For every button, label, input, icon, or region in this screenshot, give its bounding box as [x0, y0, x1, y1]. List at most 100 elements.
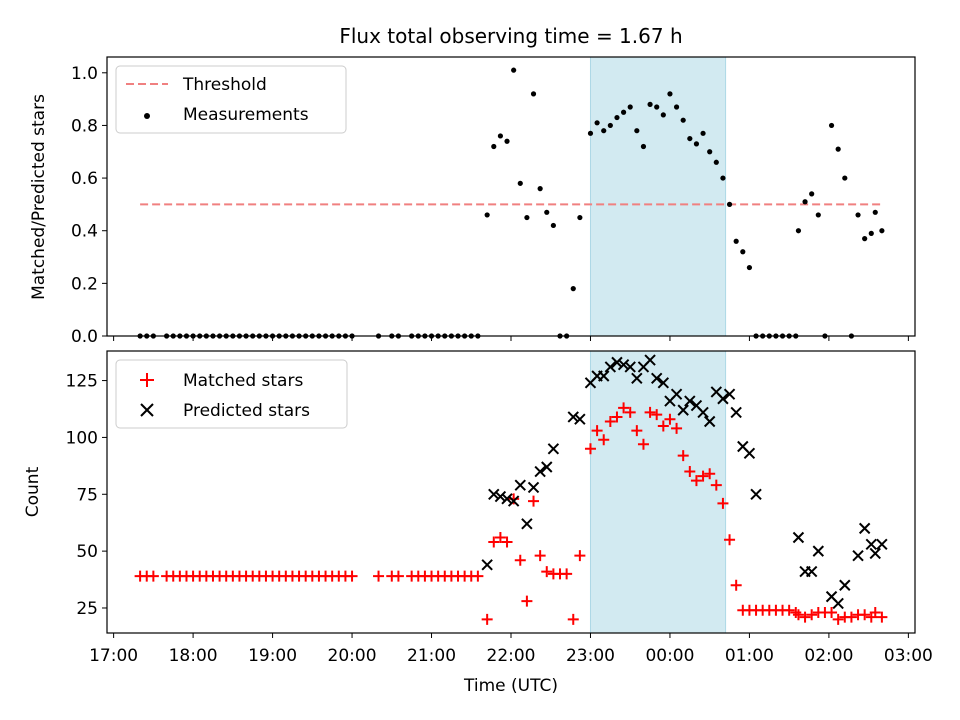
measurement-point: [570, 286, 576, 292]
top-y-axis-label: Matched/Predicted stars: [29, 94, 49, 300]
matched-stars-point: [567, 613, 579, 625]
matched-stars-point: [373, 570, 385, 582]
predicted-stars-point: [617, 358, 630, 371]
matched-stars-point: [832, 613, 844, 625]
predicted-stars-point: [717, 393, 729, 405]
matched-stars-point: [671, 422, 683, 434]
predicted-stars-point: [723, 388, 736, 400]
bottom-y-axis: 25 50 75 100 125: [66, 372, 107, 619]
bottom-observing-window: [589, 350, 727, 634]
measurement-point: [517, 180, 523, 186]
bottom-x-axis: 17:00 18:00 19:00 20:00 21:00 22:00 23:00 00:00…: [89, 633, 933, 666]
predicted-stars-point: [852, 549, 864, 562]
x-tick-label: 21:00: [407, 646, 456, 666]
matched-stars-point: [584, 443, 596, 455]
measurement-point: [594, 120, 600, 126]
x-tick-label: 17:00: [89, 646, 138, 666]
threshold-legend-label: Threshold: [182, 75, 267, 95]
bottom-legend-box: [115, 359, 348, 429]
matched-stars-point: [876, 611, 888, 623]
predicted-stars-point: [677, 404, 689, 416]
matched-stars-point: [501, 536, 513, 548]
predicted-stars-point: [604, 361, 617, 373]
matched-stars-point: [624, 406, 636, 418]
matched-stars-point: [783, 604, 795, 616]
measurement-point: [707, 149, 713, 155]
predicted-stars-point: [697, 406, 709, 419]
measurement-point: [601, 128, 607, 134]
top-y-tick-label: 0.6: [71, 169, 98, 189]
predicted-stars-point: [567, 411, 579, 423]
measurement-point: [530, 91, 537, 97]
predicted-stars-point: [750, 488, 762, 500]
matched-stars-point: [604, 416, 616, 427]
matched-stars-point: [792, 609, 804, 621]
top-observing-window: [589, 56, 727, 337]
measurement-point: [879, 228, 885, 234]
matched-stars-legend-label: Matched stars: [183, 371, 303, 391]
matched-stars-point: [684, 466, 696, 478]
predicted-stars-point: [839, 579, 851, 591]
measurement-point: [673, 104, 680, 110]
predicted-stars-point: [598, 370, 610, 382]
matched-stars-point: [574, 550, 586, 562]
matched-stars-point: [806, 609, 818, 621]
top-y-tick-label: 1.0: [71, 64, 98, 84]
predicted-stars-point: [541, 461, 553, 473]
matched-stars-point: [859, 609, 871, 621]
measurement-point: [660, 112, 666, 118]
matched-stars-point: [481, 613, 493, 625]
matched-stars-point: [710, 479, 722, 491]
predicted-stars-point: [521, 518, 533, 530]
bottom-points: [134, 354, 888, 625]
predicted-stars-point: [869, 547, 881, 560]
measurement-point: [680, 117, 686, 123]
measurement-point: [504, 138, 510, 144]
x-tick-label: 23:00: [566, 646, 615, 666]
top-legend: Threshold Measurements: [115, 65, 347, 134]
matched-stars-point: [690, 475, 702, 487]
measurement-point: [713, 159, 719, 165]
matched-stars-point: [472, 570, 484, 582]
measurement-point: [647, 101, 653, 107]
top-y-axis: 0.0 0.2 0.4 0.6 0.8 1.0: [71, 64, 107, 347]
predicted-stars-point: [644, 354, 656, 366]
measurement-point: [872, 209, 878, 215]
predicted-stars-point: [703, 415, 716, 428]
measurement-point: [550, 222, 556, 229]
measurement-point: [795, 228, 802, 234]
measurement-point: [537, 186, 543, 192]
bottom-axes-frame: [106, 350, 916, 634]
figure-title: Flux total observing time = 1.67 h: [339, 24, 682, 48]
matched-stars-point: [724, 534, 736, 546]
matched-stars-point: [697, 470, 709, 482]
measurement-point: [693, 141, 700, 147]
measurement-point: [640, 143, 647, 150]
predicted-stars-point: [481, 559, 493, 571]
matched-stars-point: [534, 550, 546, 562]
matched-stars-point: [392, 570, 404, 582]
x-tick-label: 03:00: [884, 646, 933, 666]
measurement-point: [862, 236, 868, 242]
matched-stars-point: [677, 450, 689, 462]
matched-stars-point: [657, 420, 669, 432]
predicted-stars-point: [865, 538, 877, 551]
matched-stars-point: [664, 413, 676, 425]
measurement-point: [733, 238, 739, 244]
predicted-stars-point: [650, 372, 663, 384]
predicted-stars-point: [547, 443, 560, 455]
matched-stars-point: [528, 495, 540, 507]
measurement-point: [700, 130, 706, 136]
top-legend-box: [115, 65, 347, 134]
predicted-stars-point: [574, 413, 586, 425]
predicted-stars-point: [858, 522, 871, 535]
predicted-stars-point: [507, 495, 520, 507]
x-tick-label: 18:00: [169, 646, 218, 666]
measurement-point: [654, 104, 660, 110]
top-y-tick-label: 0.0: [71, 327, 98, 347]
predicted-stars-point: [805, 565, 818, 578]
measurement-point: [667, 91, 673, 97]
measurements-legend-label: Measurements: [183, 105, 309, 125]
measurement-point: [497, 133, 504, 139]
predicted-stars-point: [501, 493, 513, 505]
